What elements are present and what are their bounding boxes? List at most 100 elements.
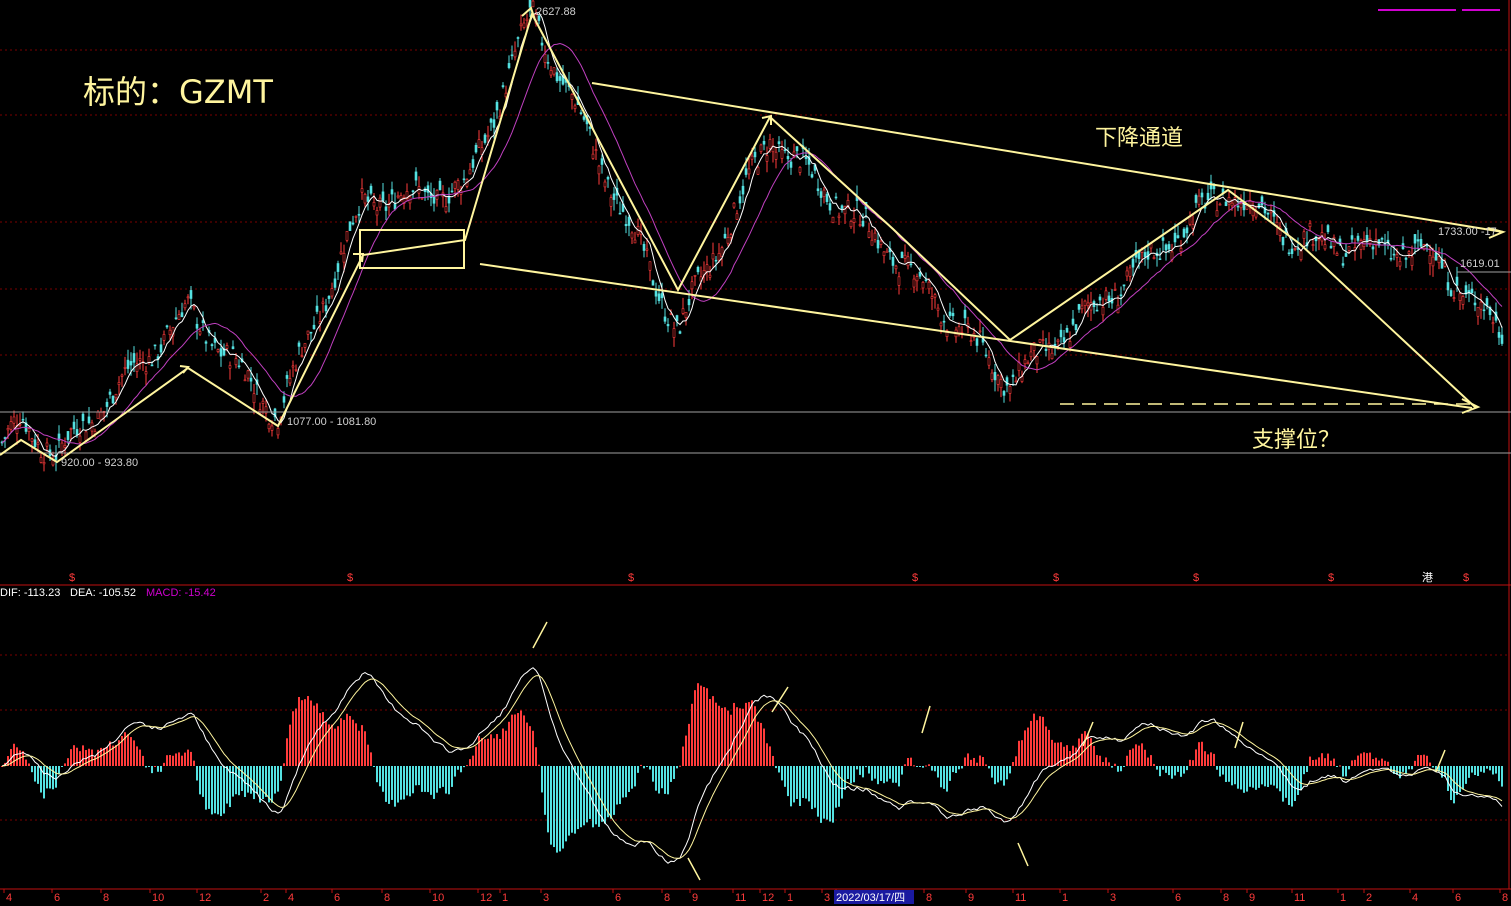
macd-bar [700,685,702,766]
candle-body [939,322,943,327]
macd-bar [838,766,840,807]
macd-bar [1096,755,1098,766]
macd-bar [541,766,543,793]
macd-bar [1417,754,1419,766]
candle-body [1218,203,1222,206]
macd-bar [1486,766,1488,769]
candle-body [756,166,760,175]
candle-body [660,293,664,299]
macd-arrow [687,857,701,881]
candle-body [183,303,187,309]
candle-body [1050,352,1054,360]
candle-body [1230,202,1234,207]
candle-body [66,431,70,440]
macd-arrow [532,621,548,649]
candle-body [1308,223,1312,227]
candle-body [549,70,553,76]
candle-body [1215,210,1219,217]
candle-body [297,342,301,347]
macd-bar [1336,766,1338,767]
candle-body [1068,341,1072,348]
macd-bar [1294,766,1296,802]
candle-body [273,408,277,418]
candle-body [195,323,199,329]
candle-body [1014,380,1018,383]
macd-bar [1231,766,1233,786]
macd-bar [1048,729,1050,766]
candle-body [96,411,100,419]
macd-bar [607,766,609,818]
macd-bar [601,766,603,822]
candle-body [108,391,112,395]
candle-body [174,317,178,320]
candle-body [387,203,391,208]
candle-body [1257,203,1261,208]
macd-bar [526,722,528,766]
macd-bar [709,699,711,766]
arrow-head-3 [761,114,772,125]
macd-bar [73,745,75,766]
candle-body [795,146,799,152]
candle-body [327,295,331,299]
candle-body [1470,288,1474,294]
macd-bar [496,734,498,766]
macd-bar [196,766,198,781]
macd-bar [34,766,36,782]
macd-bar [961,766,963,769]
macd-bar [781,766,783,781]
macd-bar [391,766,393,800]
candle-body [1458,293,1462,301]
macd-bar [1051,739,1053,766]
macd-bar [274,766,276,794]
macd-bar [163,762,165,766]
candle-body [210,344,214,347]
candle-body [1278,226,1282,236]
macd-bar [580,766,582,828]
macd-bar [553,766,555,848]
macd-bar [130,737,132,766]
macd-bar [1183,766,1185,774]
candle-body [1164,244,1168,251]
macd-bar [388,766,390,804]
macd-bar [1150,755,1152,766]
macd-bar [1375,757,1377,766]
macd-bar [439,766,441,789]
macd-bar [1159,766,1161,777]
macd-bar [928,764,930,766]
macd-arrow [1082,721,1094,747]
macd-bar [1447,766,1449,791]
macd-bar [7,756,9,766]
dollar-marker: $ [1193,572,1199,584]
candle-body [1428,255,1432,264]
macd-bar [724,707,726,766]
macd-bar [829,766,831,822]
candle-body [882,251,886,256]
candle-body [1380,238,1384,240]
channel-bottom-line [479,263,1473,409]
candle-body [375,210,379,216]
x-tick-label: 12 [480,892,492,904]
chart-title: 标的：GZMT [83,73,273,111]
macd-bar [895,766,897,783]
macd-bar [1099,755,1101,766]
candle-body [198,331,202,335]
macd-bar [469,759,471,766]
macd-bar [940,766,942,788]
candle-body [1224,201,1228,207]
macd-bar [1213,753,1215,766]
candle-body [243,379,247,382]
macd-bar [670,766,672,782]
candle-body [1107,295,1111,302]
macd-bar [544,766,546,815]
macd-bar [730,714,732,766]
candle-body [33,439,37,447]
macd-bar [262,766,264,800]
macd-bar [571,766,573,833]
candle-body [282,396,286,403]
candle-body [1290,248,1294,254]
macd-bar [1009,766,1011,774]
candle-body [1239,203,1243,209]
macd-bar [211,766,213,815]
candle-body [1419,238,1423,247]
macd-bar [352,719,354,766]
